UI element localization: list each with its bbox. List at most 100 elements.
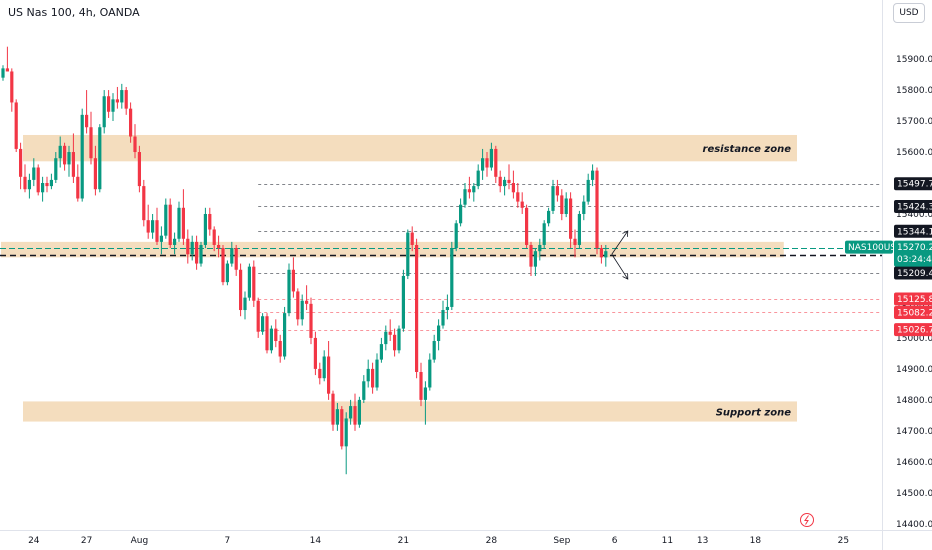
- candle-body-31: [137, 152, 141, 187]
- x-tick-7: Sep: [553, 536, 570, 546]
- candle-body-3: [14, 102, 18, 149]
- candle-body-2: [10, 71, 14, 103]
- candle-body-77: [340, 409, 344, 447]
- candle-body-11: [49, 179, 53, 187]
- candle-body-131: [577, 213, 581, 245]
- candle-body-88: [388, 331, 392, 335]
- candle-body-79: [349, 406, 353, 419]
- candle-body-42: [186, 238, 190, 255]
- candle-body-101: [445, 306, 449, 311]
- candle-body-69: [305, 300, 309, 304]
- level-tag-2-bg: [894, 224, 932, 238]
- time-axis[interactable]: 24 27 Aug 7 14 21 28 Sep 6 11 13 18 25: [0, 530, 932, 547]
- candle-body-132: [582, 201, 586, 214]
- candle-body-28: [124, 90, 128, 109]
- candle-body-81: [357, 399, 361, 425]
- projection-arrows: [611, 230, 629, 280]
- candle-body-95: [419, 371, 423, 400]
- candle-body-39: [173, 238, 177, 245]
- candle-body-5: [23, 176, 27, 190]
- x-tick-11: 18: [750, 536, 762, 546]
- candle-body-61: [269, 328, 273, 351]
- candle-body-123: [542, 223, 546, 245]
- candle-body-24: [107, 96, 111, 112]
- candle-body-55: [243, 297, 247, 311]
- y-tick-2: 14600.0: [896, 458, 932, 468]
- x-tick-5: 21: [398, 536, 409, 546]
- candle-body-100: [441, 310, 445, 326]
- level-tag-7-bg: [894, 323, 932, 337]
- candle-body-63: [278, 341, 282, 357]
- candle-body-78: [344, 418, 348, 447]
- candle-body-135: [595, 170, 599, 249]
- candle-body-22: [98, 127, 102, 190]
- y-tick-4: 14800.0: [896, 396, 932, 406]
- candle-body-105: [463, 189, 467, 205]
- candle-body-130: [573, 238, 577, 245]
- level-tag-7: 15026.7: [897, 326, 932, 336]
- candle-body-0: [1, 68, 5, 78]
- arrow-up-line: [611, 230, 629, 255]
- candle-body-8: [36, 167, 40, 193]
- candle-body-111: [489, 148, 493, 168]
- candle-body-80: [353, 406, 357, 425]
- level-tag-6-bg: [894, 305, 932, 319]
- candle-body-98: [432, 341, 436, 360]
- candle-body-44: [195, 241, 199, 264]
- y-tick-14: 15800.0: [896, 86, 932, 96]
- candle-body-52: [230, 248, 234, 264]
- candle-body-96: [423, 387, 427, 400]
- candle-body-12: [54, 158, 58, 180]
- level-tag-1-bg: [894, 199, 932, 213]
- candle-body-136: [599, 248, 603, 258]
- candle-body-47: [208, 213, 212, 230]
- level-tag-4-bg: [894, 266, 932, 280]
- x-tick-2: Aug: [131, 536, 149, 546]
- candle-body-18: [80, 114, 84, 199]
- currency-button[interactable]: USD: [893, 3, 925, 23]
- candle-body-46: [203, 213, 207, 245]
- candle-body-25: [111, 99, 115, 112]
- candle-body-74: [327, 356, 331, 394]
- candle-body-125: [551, 186, 555, 211]
- candle-body-72: [318, 368, 322, 379]
- candle-body-30: [133, 136, 137, 153]
- candle-body-76: [335, 409, 339, 425]
- candle-body-4: [19, 148, 23, 177]
- candle-body-56: [247, 266, 251, 298]
- candle-body-127: [560, 195, 564, 214]
- candle-body-10: [45, 183, 49, 187]
- candle-body-50: [221, 248, 225, 283]
- candle-body-34: [151, 220, 155, 233]
- candle-body-43: [190, 241, 194, 255]
- x-tick-12: 25: [838, 536, 849, 546]
- x-tick-1: 27: [81, 536, 92, 546]
- candle-body-122: [538, 244, 542, 252]
- candle-body-48: [212, 229, 216, 245]
- candle-body-83: [366, 368, 370, 382]
- candle-body-128: [564, 198, 568, 214]
- candle-body-86: [379, 344, 383, 360]
- candle-body-20: [89, 127, 93, 159]
- candle-body-59: [261, 316, 265, 332]
- candle-body-62: [274, 328, 278, 342]
- tradingview-logo: [800, 513, 814, 527]
- candle-body-121: [533, 251, 537, 267]
- candle-body-21: [93, 158, 97, 190]
- candle-body-6: [27, 179, 31, 190]
- zone-rect-0: [23, 134, 797, 162]
- candle-body-113: [498, 176, 502, 187]
- last-price-tag: 15270.2: [897, 243, 932, 253]
- candle-body-60: [265, 316, 269, 351]
- y-tick-0: 14400.0: [896, 520, 932, 530]
- candle-body-115: [507, 179, 511, 184]
- level-tag-4: 15209.4: [897, 269, 932, 279]
- candle-body-54: [239, 269, 243, 311]
- y-tick-3: 14700.0: [896, 427, 932, 437]
- candle-body-37: [164, 204, 168, 236]
- x-tick-8: 6: [612, 536, 618, 546]
- x-tick-0: 24: [28, 536, 40, 546]
- candle-body-57: [252, 266, 256, 301]
- candle-body-41: [181, 207, 185, 239]
